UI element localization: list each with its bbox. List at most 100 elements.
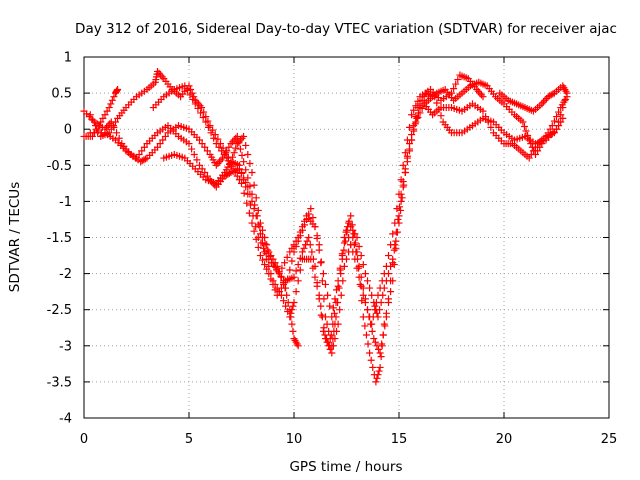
data-point [452, 80, 460, 88]
data-point [311, 273, 319, 281]
data-point [324, 291, 332, 299]
series-arc-4 [149, 82, 567, 386]
data-point [372, 378, 380, 386]
data-point [261, 234, 269, 241]
data-point [292, 267, 300, 275]
data-point [286, 248, 294, 256]
data-point [395, 190, 403, 198]
x-tick-label: 20 [496, 432, 513, 447]
data-point [368, 327, 376, 335]
data-point [201, 143, 209, 151]
data-point [357, 282, 365, 290]
data-point [233, 132, 241, 140]
data-point [290, 298, 298, 306]
data-point [99, 114, 107, 122]
data-point [286, 313, 294, 321]
data-point [410, 106, 418, 114]
data-point [278, 264, 286, 272]
data-point [214, 159, 222, 167]
data-point [362, 331, 370, 339]
data-point [294, 261, 302, 269]
data-point [280, 297, 287, 305]
data-point [374, 291, 382, 299]
data-point [181, 82, 189, 90]
data-point [367, 356, 375, 364]
data-point [313, 234, 321, 242]
data-point [382, 262, 390, 270]
data-point [238, 134, 246, 142]
data-point [522, 127, 530, 135]
data-point [198, 165, 206, 173]
data-point [368, 291, 376, 299]
data-point [242, 141, 250, 149]
data-point [296, 228, 304, 236]
data-point [313, 282, 321, 290]
data-point [317, 302, 325, 310]
data-point [273, 284, 281, 292]
data-point [244, 150, 252, 158]
data-point [215, 143, 223, 151]
data-point [392, 244, 400, 252]
data-point [232, 134, 240, 142]
series-arc-6 [160, 71, 487, 328]
data-point [298, 223, 306, 231]
data-point [479, 107, 487, 115]
x-tick-label: 10 [286, 432, 303, 447]
y-tick-label: -2.5 [47, 303, 72, 318]
grid [84, 57, 609, 418]
data-point [356, 280, 364, 288]
data-point [450, 85, 458, 93]
data-point [112, 118, 119, 126]
data-point [331, 295, 339, 303]
data-point [358, 297, 366, 305]
data-point [188, 145, 196, 153]
data-point [202, 118, 210, 126]
data-point [361, 322, 369, 330]
data-point [306, 241, 314, 249]
data-point [225, 143, 233, 151]
data-point [141, 155, 149, 163]
data-point [106, 120, 114, 128]
data-point [140, 143, 148, 151]
y-tick-label: -3.5 [47, 375, 72, 390]
data-point [113, 129, 121, 137]
data-point [326, 302, 334, 310]
data-point [133, 154, 140, 162]
y-tick-label: -0.5 [47, 159, 72, 174]
data-point [235, 138, 243, 146]
data-point [281, 259, 289, 267]
data-point [298, 248, 306, 256]
data-point [248, 219, 256, 227]
data-point [273, 266, 281, 274]
data-point [305, 234, 313, 241]
data-point [541, 96, 549, 104]
data-point [161, 132, 169, 140]
data-point [315, 291, 323, 299]
data-point [267, 270, 275, 278]
data-point [265, 255, 273, 263]
data-point [107, 125, 115, 133]
data-point [330, 309, 338, 317]
data-point [225, 169, 233, 177]
data-point [333, 286, 341, 294]
data-point [563, 89, 571, 97]
series-arc-3 [86, 67, 571, 350]
data-point [364, 340, 372, 348]
data-point [311, 223, 319, 231]
data-point [344, 223, 352, 231]
data-point [477, 91, 485, 99]
data-point [355, 243, 363, 251]
data-point [373, 342, 381, 350]
data-point [282, 302, 290, 310]
data-point [275, 270, 283, 278]
data-point [249, 212, 257, 220]
data-point [248, 169, 256, 177]
data-point [476, 89, 484, 97]
data-point [288, 320, 296, 328]
data-point [159, 136, 167, 144]
data-point [207, 129, 215, 137]
data-point [340, 246, 348, 254]
data-point [368, 320, 376, 328]
data-point [414, 97, 422, 105]
data-point [215, 158, 223, 166]
